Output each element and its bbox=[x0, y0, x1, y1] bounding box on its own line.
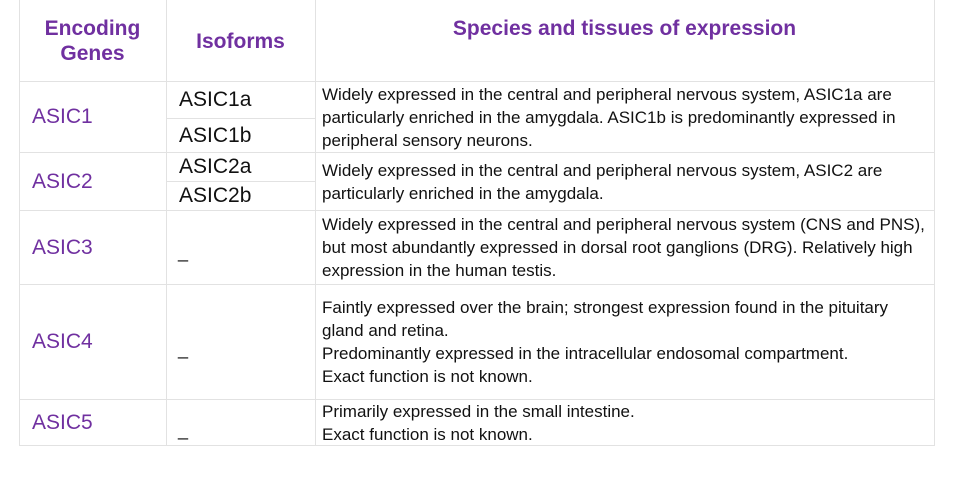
expression-text-block: Primarily expressed in the small intesti… bbox=[322, 400, 635, 446]
expression-asic3: Widely expressed in the central and peri… bbox=[315, 211, 934, 284]
gene-asic3: ASIC3 bbox=[19, 211, 166, 284]
grid-line bbox=[19, 445, 935, 446]
grid-line bbox=[166, 0, 167, 446]
isoform-none-asic5: _ bbox=[166, 400, 315, 441]
expression-line: Predominantly expressed in the intracell… bbox=[322, 344, 849, 363]
header-expression-label: Species and tissues of expression bbox=[452, 16, 797, 40]
isoform-label: ASIC1a bbox=[179, 88, 252, 111]
expression-line: Exact function is not known. bbox=[322, 424, 533, 444]
isoform-none-asic4: _ bbox=[166, 285, 315, 360]
expression-asic1: Widely expressed in the central and peri… bbox=[315, 82, 934, 152]
grid-line bbox=[19, 399, 935, 400]
grid-line bbox=[934, 0, 935, 446]
expression-text: Widely expressed in the central and peri… bbox=[322, 215, 925, 280]
isoform-dash: _ bbox=[178, 339, 189, 359]
expression-asic2: Widely expressed in the central and peri… bbox=[315, 153, 934, 210]
expression-line: Primarily expressed in the small intesti… bbox=[322, 401, 635, 421]
gene-asic5: ASIC5 bbox=[19, 400, 166, 445]
gene-asic1: ASIC1 bbox=[19, 82, 166, 152]
expression-line: Exact function is not known. bbox=[322, 367, 533, 386]
header-isoforms-label: Isoforms bbox=[196, 29, 285, 53]
expression-line: Faintly expressed over the brain; strong… bbox=[322, 298, 889, 340]
gene-label: ASIC3 bbox=[32, 235, 93, 259]
gene-label: ASIC4 bbox=[32, 330, 93, 353]
isoform-asic1a: ASIC1a bbox=[166, 82, 315, 118]
grid-line bbox=[315, 0, 316, 446]
expression-text: Widely expressed in the central and peri… bbox=[322, 84, 896, 150]
gene-label: ASIC2 bbox=[32, 169, 93, 193]
isoform-dash: _ bbox=[178, 242, 189, 262]
grid-line bbox=[166, 181, 315, 182]
expression-text: Widely expressed in the central and peri… bbox=[322, 160, 883, 203]
gene-asic2: ASIC2 bbox=[19, 153, 166, 210]
expression-text-block: Faintly expressed over the brain; strong… bbox=[322, 296, 928, 388]
gene-label: ASIC1 bbox=[32, 105, 93, 128]
asic-expression-table: Encoding Genes Isoforms Species and tiss… bbox=[19, 0, 935, 446]
gene-asic4: ASIC4 bbox=[19, 285, 166, 399]
grid-line bbox=[19, 210, 935, 211]
isoform-dash: _ bbox=[178, 420, 189, 440]
header-encoding-genes-label: Encoding Genes bbox=[44, 17, 141, 65]
expression-asic4: Faintly expressed over the brain; strong… bbox=[315, 285, 934, 399]
isoform-asic2a: ASIC2a bbox=[166, 153, 315, 181]
grid-line bbox=[166, 118, 315, 119]
grid-line bbox=[19, 284, 935, 285]
header-expression: Species and tissues of expression bbox=[315, 13, 934, 43]
isoform-none-asic3: _ bbox=[166, 211, 315, 263]
isoform-asic1b: ASIC1b bbox=[166, 119, 315, 152]
grid-line bbox=[19, 152, 935, 153]
gene-label: ASIC5 bbox=[32, 410, 93, 434]
header-encoding-genes: Encoding Genes bbox=[19, 12, 166, 70]
grid-line bbox=[19, 81, 935, 82]
isoform-label: ASIC2a bbox=[179, 155, 252, 178]
isoform-label: ASIC1b bbox=[179, 123, 252, 147]
isoform-label: ASIC2b bbox=[179, 184, 252, 207]
isoform-asic2b: ASIC2b bbox=[166, 182, 315, 210]
header-isoforms: Isoforms bbox=[166, 0, 315, 82]
expression-asic5: Primarily expressed in the small intesti… bbox=[315, 400, 934, 445]
grid-line bbox=[19, 0, 20, 446]
